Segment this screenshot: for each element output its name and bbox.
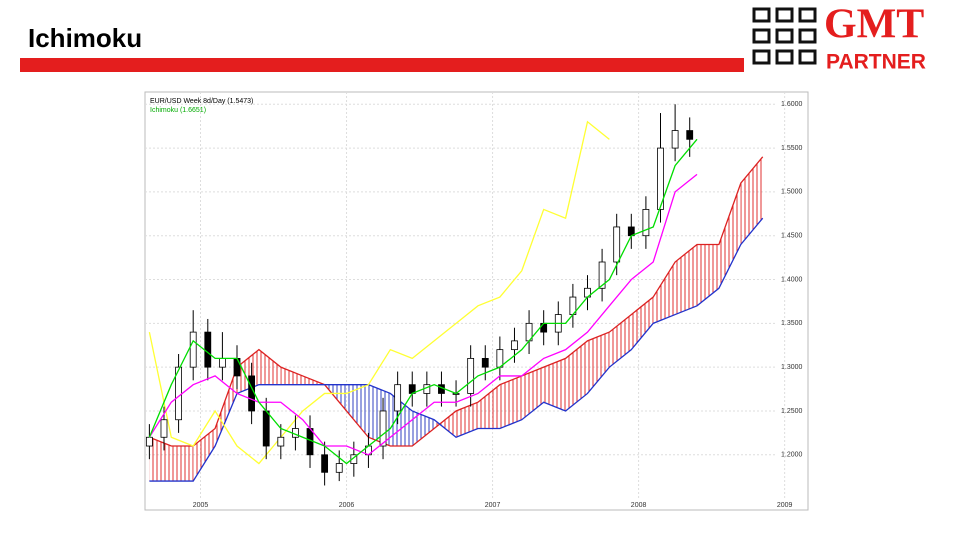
candle-body (379, 410, 387, 447)
cloud-segment (477, 384, 500, 429)
candle-body (321, 454, 329, 473)
cloud-segment (675, 244, 698, 315)
cloud-segment (718, 183, 741, 289)
indicator-line (148, 120, 610, 465)
y-tick-label: 1.2500 (781, 408, 803, 415)
y-tick-label: 1.5000 (781, 189, 803, 196)
cloud-segment (499, 375, 522, 429)
indicator-line (148, 138, 698, 465)
y-tick-label: 1.2000 (781, 452, 803, 459)
indicator-line (149, 156, 764, 447)
y-tick-label: 1.5500 (781, 145, 803, 152)
cloud-segment (215, 367, 238, 447)
candle-body (277, 436, 285, 447)
x-tick-label: 2007 (485, 502, 501, 509)
candle-body (394, 384, 402, 412)
y-tick-label: 1.3500 (781, 320, 803, 327)
plot-frame (144, 91, 809, 511)
cloud-segment (609, 314, 632, 368)
candle-body (481, 357, 489, 368)
chart-title: EUR/USD Week 8d/Day (1.5473) (150, 98, 253, 105)
candle-body (657, 147, 664, 210)
indicator-line (148, 173, 698, 456)
cloud-segment (149, 437, 172, 482)
candle-body (496, 349, 504, 368)
cloud-segment (565, 340, 588, 411)
cloud-segment (697, 244, 719, 306)
candle-body (218, 357, 226, 368)
candle-body (189, 331, 197, 368)
logo-top: GMT (824, 2, 924, 48)
x-tick-label: 2009 (777, 502, 793, 509)
cloud-segment (653, 262, 676, 324)
y-tick-label: 1.4000 (781, 276, 803, 283)
candle-body (467, 357, 475, 394)
cloud-segment (456, 402, 478, 438)
logo-icon (752, 7, 817, 65)
chart-subtitle: Ichimoku (1.6651) (150, 107, 206, 114)
candle-body (350, 454, 358, 464)
x-tick-label: 2005 (193, 502, 209, 509)
candle-body (598, 261, 606, 289)
cloud-segment (587, 332, 610, 394)
candle-body (335, 463, 343, 473)
cloud-segment (346, 384, 369, 438)
cloud-segment (412, 410, 435, 447)
logo-bottom: PARTNER (826, 51, 926, 74)
cloud-segment (193, 428, 216, 482)
candle-body (540, 322, 548, 333)
candle-body (160, 419, 168, 438)
candle-body (613, 226, 621, 263)
candle-body (686, 130, 694, 140)
candle-body (233, 357, 241, 377)
candle-body (642, 209, 650, 237)
cloud-segment (280, 367, 303, 385)
y-tick-label: 1.4500 (781, 233, 803, 240)
y-tick-label: 1.3000 (781, 364, 803, 371)
cloud-segment (543, 358, 566, 411)
x-tick-label: 2006 (339, 502, 355, 509)
plot: 1.2000 1.2500 1.3000 1.3500 1.4000 1.4500 1.50… (145, 92, 803, 509)
cloud-segment (740, 156, 763, 245)
cloud-segment (434, 410, 457, 438)
cloud-segment (171, 446, 194, 482)
candle-body (248, 375, 256, 412)
cloud-segment (521, 367, 544, 420)
candle-body (262, 410, 270, 447)
candle-body (511, 340, 518, 351)
slide-title: Ichimoku (28, 23, 142, 53)
candle-body (671, 130, 679, 149)
cloud-segment (258, 349, 281, 385)
candle-body (145, 436, 153, 447)
title-bar (20, 58, 744, 72)
x-tick-label: 2008 (631, 502, 647, 509)
y-tick-label: 1.6000 (781, 101, 803, 108)
candle-body (204, 331, 212, 368)
